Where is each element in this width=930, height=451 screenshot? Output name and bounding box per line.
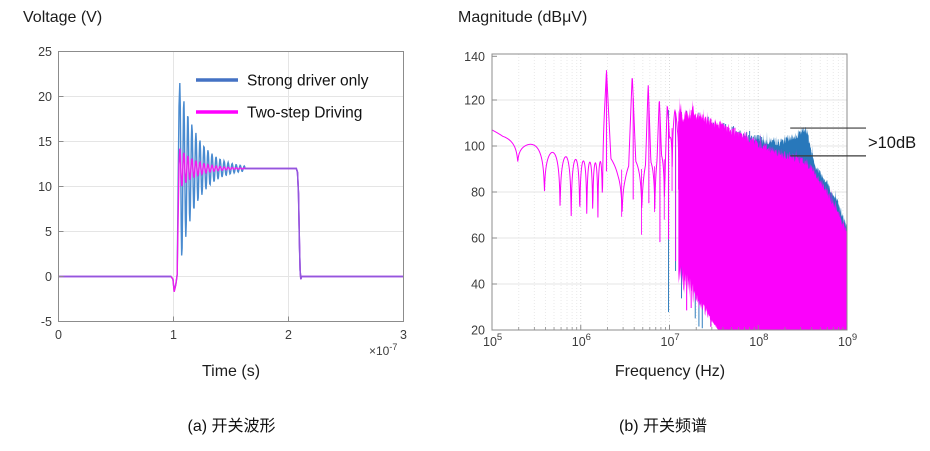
svg-text:1: 1 — [170, 328, 177, 342]
svg-text:105: 105 — [483, 332, 502, 349]
spectrum-title: Magnitude (dBμV) — [458, 9, 588, 26]
svg-text:120: 120 — [464, 94, 485, 108]
svg-text:109: 109 — [838, 332, 857, 349]
legend-label-two-step: Two-step Driving — [247, 105, 362, 122]
svg-text:40: 40 — [471, 278, 485, 292]
svg-text:10: 10 — [38, 180, 52, 194]
svg-text:20: 20 — [38, 90, 52, 104]
legend-label-strong-driver: Strong driver only — [247, 73, 369, 90]
svg-text:2: 2 — [285, 328, 292, 342]
waveform-plot-border — [58, 51, 404, 322]
svg-text:106: 106 — [572, 332, 591, 349]
caption-b: (b) 开关频谱 — [618, 418, 707, 435]
annotation-10db: >10dB — [790, 127, 916, 157]
waveform-legend: Strong driver only Two-step Driving — [196, 73, 369, 122]
spectrum-xlabel: Frequency (Hz) — [614, 363, 726, 380]
waveform-title: Voltage (V) — [23, 9, 103, 26]
svg-text:5: 5 — [45, 225, 52, 239]
svg-text:108: 108 — [749, 332, 768, 349]
spectrum-figure: Magnitude (dBμV) 20 40 60 80 100 120 140 105 106… — [455, 0, 930, 451]
svg-text:-5: -5 — [41, 315, 52, 329]
svg-text:100: 100 — [464, 140, 485, 154]
svg-text:107: 107 — [661, 332, 680, 349]
svg-text:20: 20 — [471, 324, 485, 338]
annotation-label: >10dB — [868, 134, 916, 152]
svg-text:80: 80 — [471, 186, 485, 200]
svg-text:3: 3 — [400, 328, 407, 342]
series-strong-driver-only — [58, 82, 404, 292]
spectrum-plot: 20 40 60 80 100 120 140 105 106 107 108 109 >10dB — [464, 50, 916, 349]
waveform-grid — [58, 51, 404, 322]
svg-text:0: 0 — [45, 270, 52, 284]
svg-text:25: 25 — [38, 45, 52, 59]
x-axis-exponent-label: ×10-7 — [369, 342, 397, 358]
waveform-xlabel: Time (s) — [201, 363, 261, 380]
caption-a: (a) 开关波形 — [187, 418, 276, 435]
svg-text:0: 0 — [55, 328, 62, 342]
spectrum-series-two-step — [491, 70, 847, 330]
spectrum-plot-border — [491, 53, 848, 331]
series-overlap-line — [58, 167, 404, 280]
svg-text:15: 15 — [38, 135, 52, 149]
waveform-figure: Voltage (V) -5 0 5 10 15 20 25 0 1 2 3 ×10-7 Strong … — [0, 0, 455, 451]
svg-text:140: 140 — [464, 50, 485, 64]
svg-text:60: 60 — [471, 232, 485, 246]
series-two-step-driving — [58, 148, 404, 292]
